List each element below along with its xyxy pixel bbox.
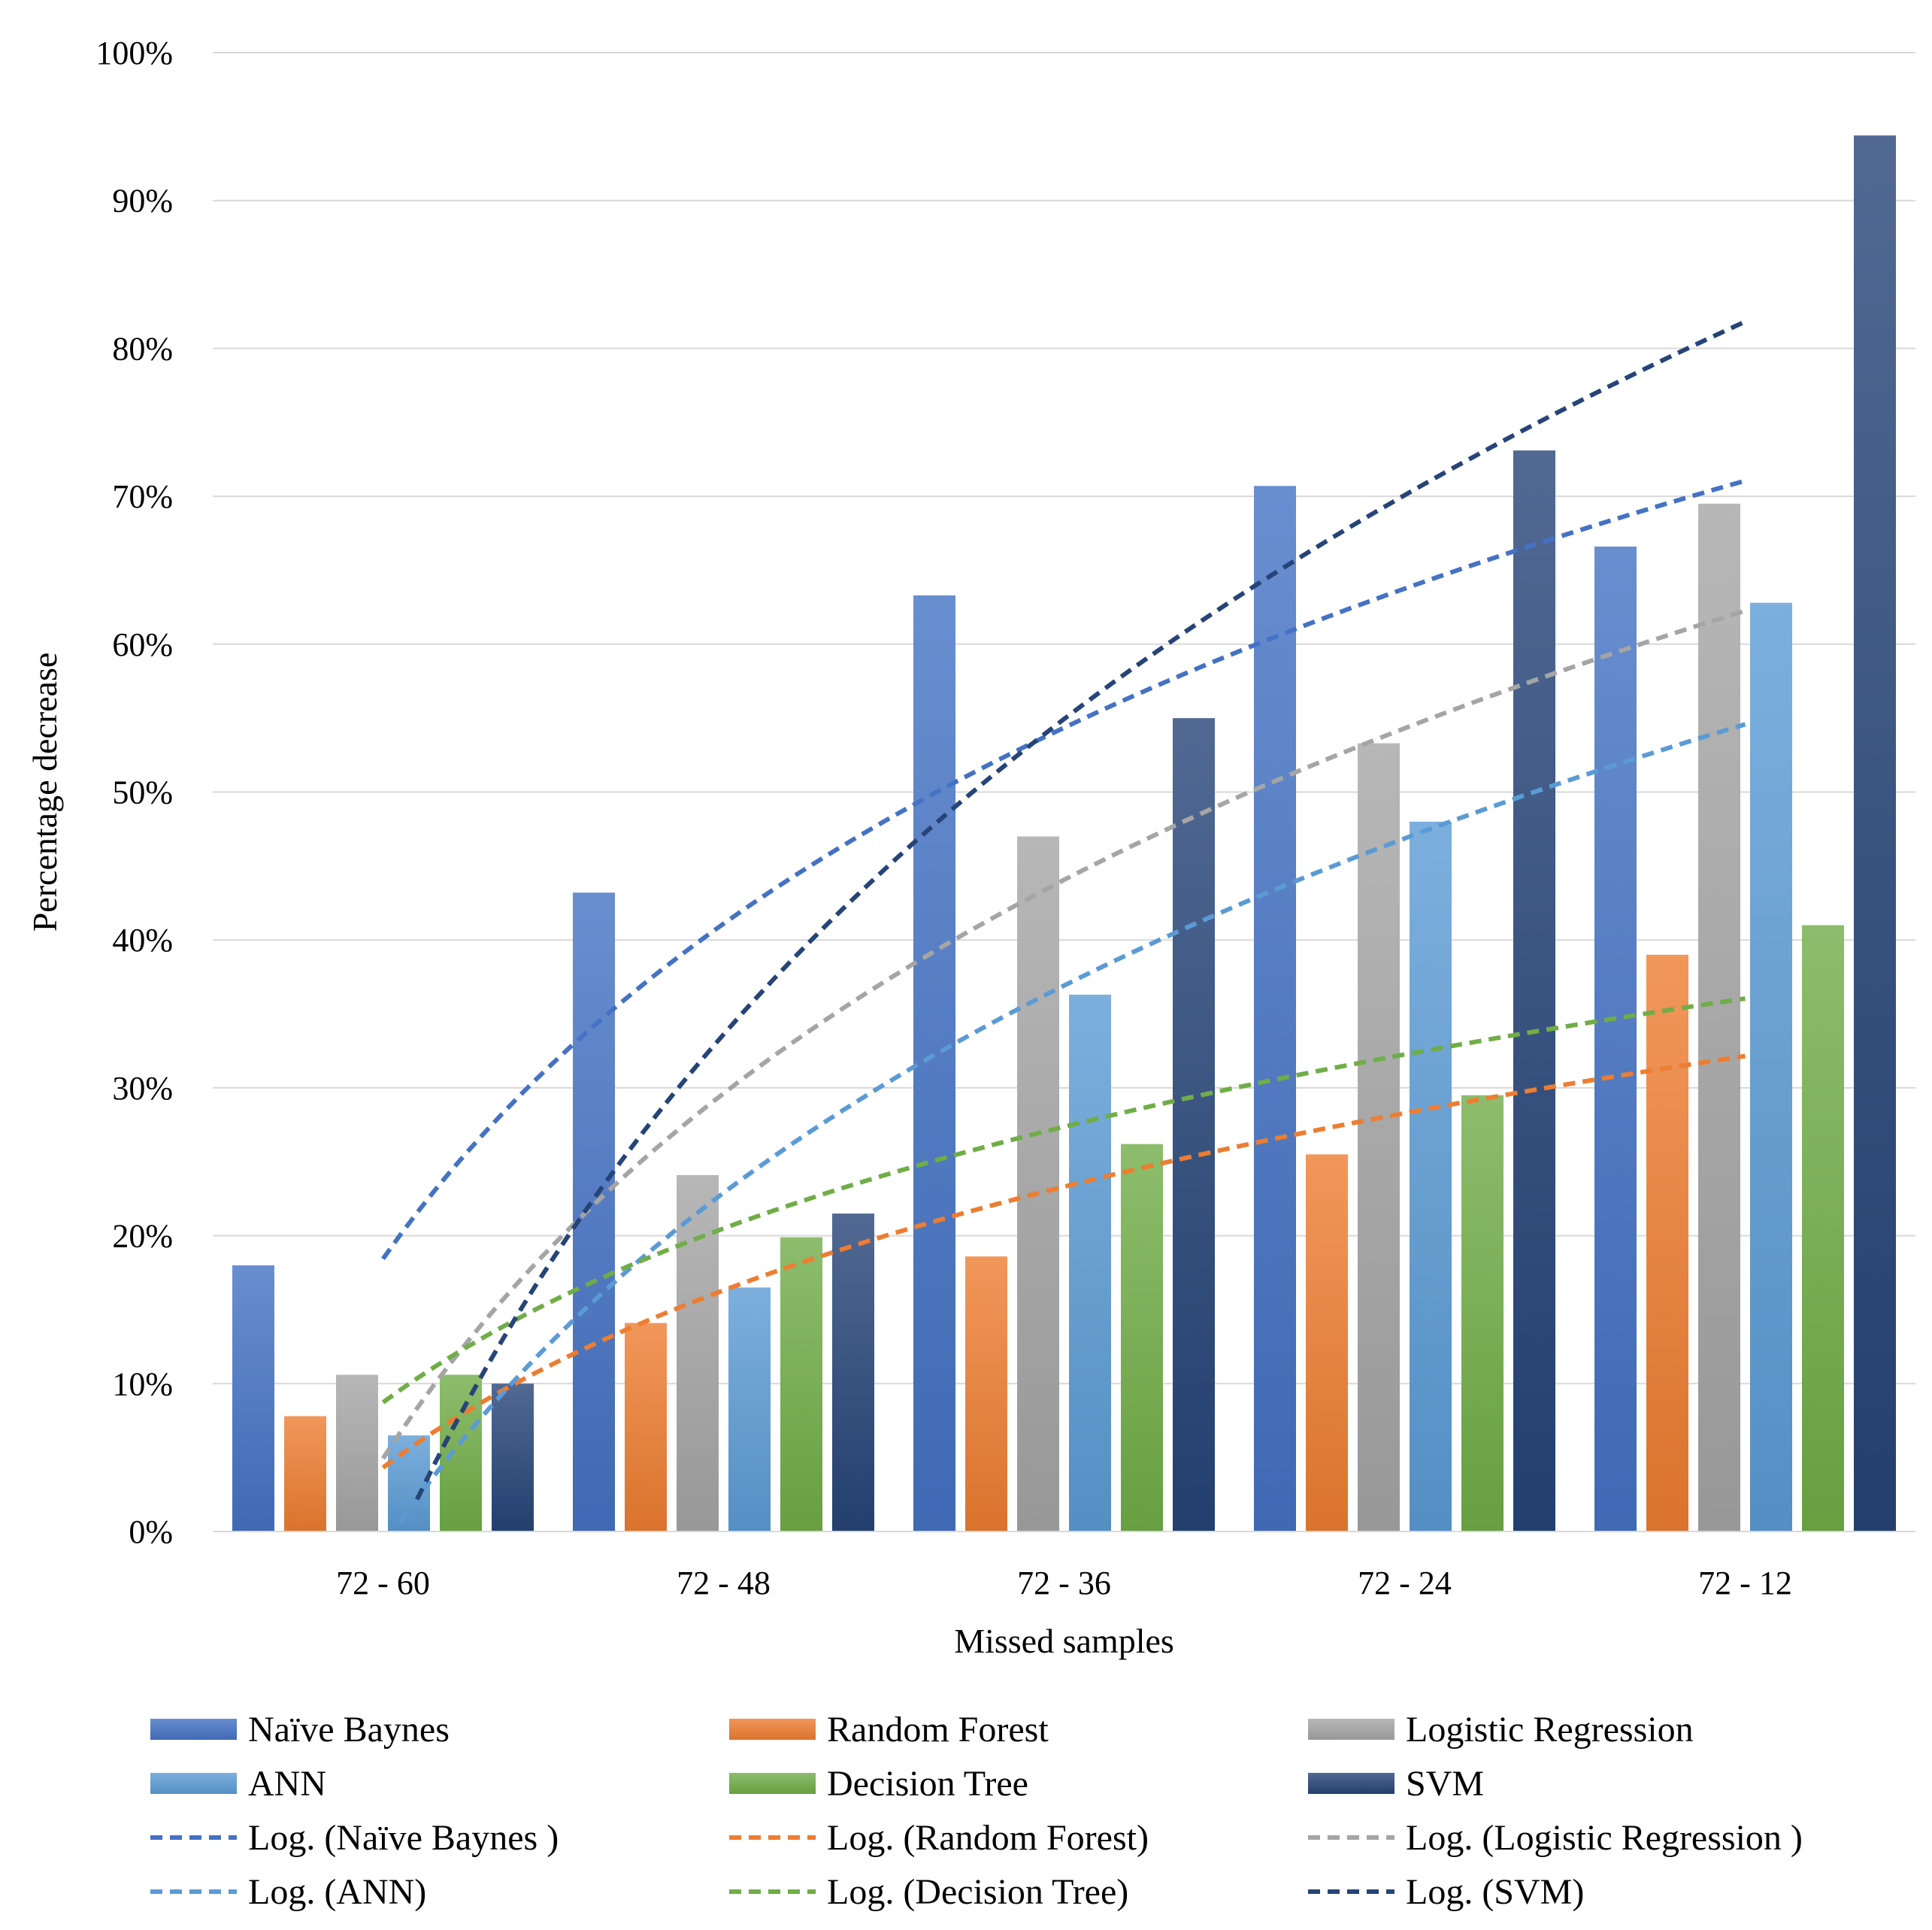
trendline — [380, 608, 1746, 1460]
legend-item: SVM — [1308, 1764, 1484, 1804]
y-tick-label: 80% — [112, 330, 173, 367]
legend-label: Log. (Naïve Baynes ) — [248, 1818, 559, 1858]
legend-item: Log. (Naïve Baynes ) — [150, 1818, 559, 1858]
y-tick-label: 70% — [112, 478, 173, 515]
bar — [780, 1237, 822, 1532]
bar — [1017, 836, 1059, 1532]
legend-label: Logistic Regression — [1406, 1710, 1694, 1750]
bar — [1594, 546, 1637, 1532]
legend-item: Log. (SVM) — [1308, 1872, 1584, 1912]
legend-label: Log. (Random Forest) — [827, 1818, 1149, 1858]
trendline-group — [380, 320, 1746, 1524]
bar — [677, 1174, 719, 1532]
bar — [1461, 1095, 1504, 1532]
legend-label: Log. (SVM) — [1406, 1872, 1584, 1912]
legend-label: Log. (ANN) — [248, 1872, 426, 1912]
x-tick-label: 72 - 60 — [336, 1565, 430, 1601]
bar-series-group — [232, 135, 1896, 1532]
bar — [1513, 450, 1555, 1532]
bar — [965, 1256, 1007, 1532]
x-tick-label: 72 - 36 — [1017, 1565, 1111, 1601]
bar — [1698, 503, 1740, 1532]
y-tick-label: 90% — [112, 183, 173, 220]
bar — [625, 1323, 667, 1532]
bar — [832, 1213, 874, 1532]
legend-item: Random Forest — [729, 1710, 1049, 1750]
y-tick-label: 20% — [112, 1218, 173, 1255]
bar — [440, 1374, 482, 1532]
trendline — [381, 996, 1746, 1404]
legend-label: Log. (Logistic Regression ) — [1406, 1818, 1803, 1858]
legend-item: Log. (ANN) — [150, 1872, 426, 1912]
x-tick-label: 72 - 24 — [1358, 1565, 1452, 1601]
legend: Naïve Baynes Random Forest Logistic Regres… — [150, 1710, 1803, 1912]
gridlines — [213, 52, 1915, 1385]
trendline — [381, 1053, 1746, 1470]
bar — [1358, 743, 1400, 1532]
legend-swatch — [729, 1773, 816, 1794]
x-tick-label: 72 - 48 — [677, 1565, 771, 1601]
y-axis-tick-labels: 0% 10% 20% 30% 40% 50% 60% 70% 80% 90% 100% — [95, 35, 173, 1550]
legend-label: Random Forest — [827, 1710, 1049, 1750]
y-tick-label: 30% — [112, 1070, 173, 1107]
y-tick-label: 60% — [112, 626, 173, 663]
y-tick-label: 100% — [95, 35, 173, 71]
legend-item: Log. (Random Forest) — [729, 1818, 1149, 1858]
bar — [1069, 994, 1111, 1532]
trendline — [398, 722, 1746, 1524]
trendline — [415, 320, 1746, 1501]
legend-label: SVM — [1406, 1764, 1484, 1804]
legend-label: Log. (Decision Tree) — [827, 1872, 1128, 1912]
bar — [1306, 1154, 1348, 1532]
legend-swatch — [1308, 1773, 1394, 1794]
bar — [492, 1383, 534, 1532]
bar — [1802, 925, 1844, 1532]
legend-item: Log. (Logistic Regression ) — [1308, 1818, 1803, 1858]
legend-item: Logistic Regression — [1308, 1710, 1694, 1750]
legend-swatch — [150, 1773, 237, 1794]
legend-label: ANN — [248, 1764, 326, 1804]
legend-item: Decision Tree — [729, 1764, 1028, 1804]
legend-label: Naïve Baynes — [248, 1710, 450, 1750]
bar — [336, 1374, 378, 1532]
y-tick-label: 40% — [112, 922, 173, 959]
y-tick-label: 10% — [112, 1365, 173, 1402]
y-tick-label: 50% — [112, 774, 173, 811]
legend-swatch — [1308, 1719, 1394, 1740]
bar — [1854, 135, 1896, 1532]
bar — [1646, 954, 1688, 1532]
x-tick-label: 72 - 12 — [1698, 1565, 1792, 1601]
legend-item: ANN — [150, 1764, 326, 1804]
bar — [1173, 718, 1215, 1532]
x-axis-tick-labels: 72 - 60 72 - 48 72 - 36 72 - 24 72 - 12 — [336, 1565, 1792, 1601]
bar — [573, 892, 615, 1532]
legend-swatch — [150, 1719, 237, 1740]
bar — [1410, 821, 1452, 1532]
y-tick-label: 0% — [129, 1513, 173, 1550]
bar — [913, 595, 955, 1532]
bar — [232, 1265, 274, 1532]
legend-label: Decision Tree — [827, 1764, 1028, 1804]
x-axis-title: Missed samples — [954, 1622, 1174, 1660]
legend-swatch — [729, 1719, 816, 1740]
bar — [1254, 486, 1296, 1532]
y-axis-title: Percentage decrease — [26, 653, 64, 932]
legend-item: Log. (Decision Tree) — [729, 1872, 1128, 1912]
bar — [1121, 1144, 1163, 1532]
bar — [1750, 602, 1792, 1532]
bar — [284, 1416, 326, 1532]
bar — [728, 1287, 771, 1532]
legend-item: Naïve Baynes — [150, 1710, 450, 1750]
trendline — [381, 478, 1746, 1261]
